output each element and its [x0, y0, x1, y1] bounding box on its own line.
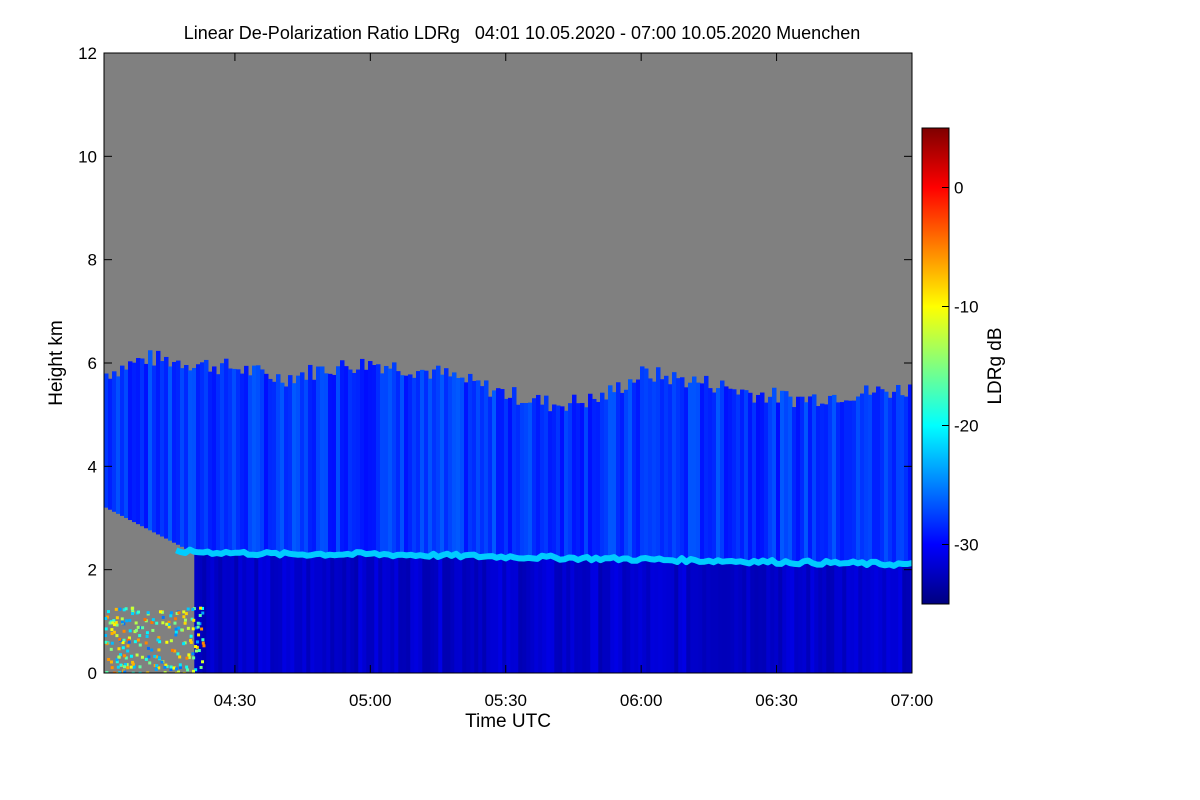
rain-region — [194, 551, 912, 673]
x-tick-label: 05:00 — [349, 691, 392, 710]
x-tick-label: 06:30 — [755, 691, 798, 710]
y-axis: 0 2 4 6 8 10 12 — [78, 44, 912, 683]
y-tick-label: 2 — [88, 561, 97, 580]
colorbar-tick-label: -10 — [954, 298, 979, 317]
x-tick-label: 06:00 — [620, 691, 663, 710]
y-tick-label: 6 — [88, 354, 97, 373]
colorbar-label: LDRg dB — [985, 327, 1006, 404]
colorbar-tick-label: -30 — [954, 536, 979, 555]
x-tick-label: 07:00 — [891, 691, 934, 710]
colorbar-ticks: 0 -10 -20 -30 — [942, 179, 979, 555]
y-tick-label: 10 — [78, 147, 97, 166]
x-axis-label: Time UTC — [465, 711, 551, 732]
y-tick-label: 8 — [88, 251, 97, 270]
plot-area — [103, 52, 913, 674]
colorbar-gradient — [921, 127, 950, 605]
colorbar-tick-label: 0 — [954, 179, 963, 198]
ice-cloud-region — [104, 350, 912, 565]
chart-title: Linear De-Polarization Ratio LDRg 04:01 … — [184, 23, 860, 43]
melting-layer-band — [175, 546, 912, 569]
y-tick-label: 4 — [88, 457, 97, 476]
x-axis: 04:30 05:00 05:30 06:00 06:30 07:00 — [214, 53, 934, 710]
colorbar-tick-label: -20 — [954, 417, 979, 436]
x-tick-label: 05:30 — [484, 691, 527, 710]
y-tick-label: 0 — [88, 664, 97, 683]
y-axis-label: Height km — [46, 320, 67, 406]
y-tick-label: 12 — [78, 44, 97, 63]
x-tick-label: 04:30 — [214, 691, 257, 710]
colorbar: 0 -10 -20 -30 LDRg dB — [921, 127, 1006, 605]
ground-clutter — [104, 606, 206, 673]
